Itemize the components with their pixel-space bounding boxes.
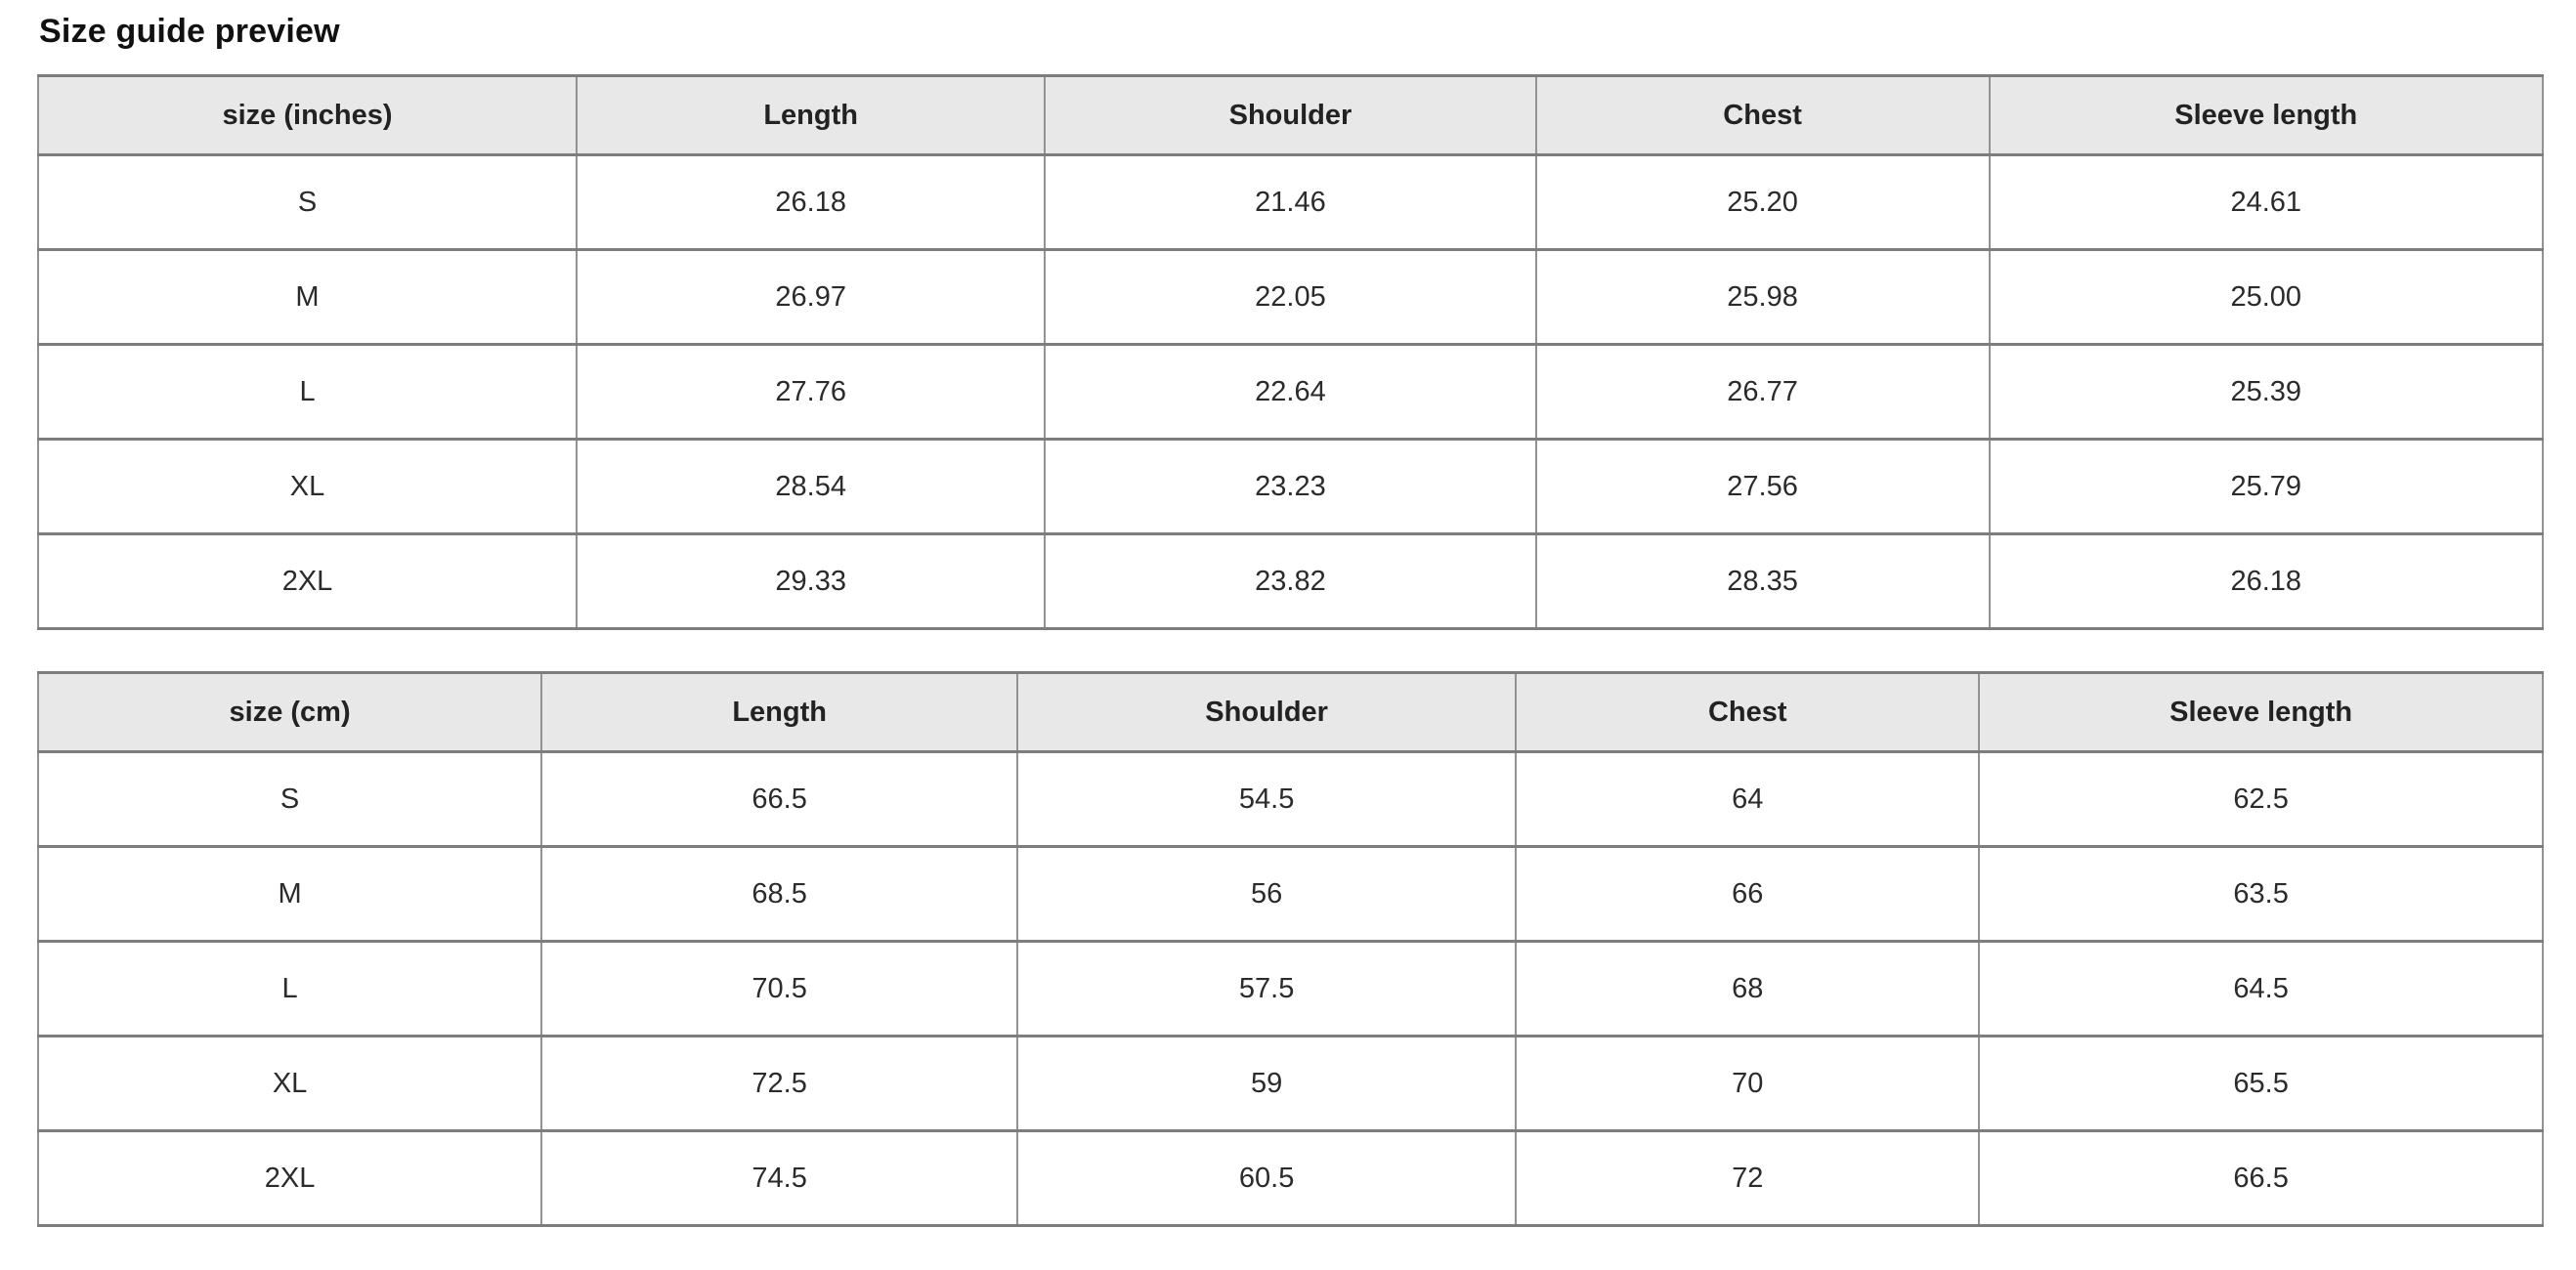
- measurement-cell: 60.5: [1016, 1129, 1518, 1227]
- table-row: L 70.5 57.5 68 64.5: [36, 940, 2544, 1037]
- measurement-cell: 26.18: [1988, 532, 2545, 630]
- measurement-cell: 72.5: [540, 1035, 1019, 1132]
- column-header: size (inches): [36, 74, 579, 156]
- size-cell: M: [36, 845, 543, 943]
- measurement-cell: 70: [1515, 1035, 1981, 1132]
- measurement-cell: 65.5: [1978, 1035, 2544, 1132]
- measurement-cell: 56: [1016, 845, 1518, 943]
- column-header: Chest: [1515, 671, 1981, 753]
- measurement-cell: 24.61: [1988, 153, 2545, 251]
- measurement-cell: 25.00: [1988, 248, 2545, 346]
- measurement-cell: 27.76: [576, 343, 1047, 441]
- measurement-cell: 66: [1515, 845, 1981, 943]
- measurement-cell: 25.20: [1534, 153, 1991, 251]
- measurement-cell: 72: [1515, 1129, 1981, 1227]
- measurement-cell: 62.5: [1978, 750, 2544, 848]
- size-cell: S: [36, 750, 543, 848]
- measurement-cell: 23.23: [1044, 438, 1537, 535]
- measurement-cell: 66.5: [1978, 1129, 2544, 1227]
- size-cell: L: [36, 940, 543, 1037]
- size-cell: S: [36, 153, 579, 251]
- column-header: Chest: [1534, 74, 1991, 156]
- measurement-cell: 64: [1515, 750, 1981, 848]
- measurement-cell: 64.5: [1978, 940, 2544, 1037]
- table-row: M 68.5 56 66 63.5: [36, 845, 2544, 943]
- column-header: Sleeve length: [1978, 671, 2544, 753]
- header-row: size (cm) Length Shoulder Chest Sleeve lengt…: [36, 671, 2544, 753]
- measurement-cell: 66.5: [540, 750, 1019, 848]
- size-cell: XL: [36, 438, 579, 535]
- size-table-cm: size (cm) Length Shoulder Chest Sleeve lengt…: [36, 671, 2544, 1227]
- column-header: Length: [540, 671, 1019, 753]
- measurement-cell: 26.77: [1534, 343, 1991, 441]
- page-title: Size guide preview: [39, 13, 340, 50]
- measurement-cell: 28.54: [576, 438, 1047, 535]
- measurement-cell: 25.39: [1988, 343, 2545, 441]
- size-cell: XL: [36, 1035, 543, 1132]
- measurement-cell: 22.64: [1044, 343, 1537, 441]
- table-row: S 66.5 54.5 64 62.5: [36, 750, 2544, 848]
- header-row: size (inches) Length Shoulder Chest Sleeve l…: [36, 74, 2545, 156]
- table-row: L 27.76 22.64 26.77 25.39: [36, 343, 2545, 441]
- measurement-cell: 23.82: [1044, 532, 1537, 630]
- size-cell: 2XL: [36, 532, 579, 630]
- column-header: Sleeve length: [1988, 74, 2545, 156]
- table-row: 2XL 74.5 60.5 72 66.5: [36, 1129, 2544, 1227]
- measurement-cell: 70.5: [540, 940, 1019, 1037]
- measurement-cell: 28.35: [1534, 532, 1991, 630]
- measurement-cell: 22.05: [1044, 248, 1537, 346]
- column-header: Shoulder: [1016, 671, 1518, 753]
- column-header: Shoulder: [1044, 74, 1537, 156]
- measurement-cell: 29.33: [576, 532, 1047, 630]
- table-row: S 26.18 21.46 25.20 24.61: [36, 153, 2545, 251]
- measurement-cell: 26.18: [576, 153, 1047, 251]
- measurement-cell: 25.98: [1534, 248, 1991, 346]
- table-row: XL 28.54 23.23 27.56 25.79: [36, 438, 2545, 535]
- measurement-cell: 25.79: [1988, 438, 2545, 535]
- size-cell: 2XL: [36, 1129, 543, 1227]
- measurement-cell: 68.5: [540, 845, 1019, 943]
- measurement-cell: 54.5: [1016, 750, 1518, 848]
- measurement-cell: 26.97: [576, 248, 1047, 346]
- size-cell: L: [36, 343, 579, 441]
- measurement-cell: 27.56: [1534, 438, 1991, 535]
- measurement-cell: 63.5: [1978, 845, 2544, 943]
- measurement-cell: 21.46: [1044, 153, 1537, 251]
- column-header: size (cm): [36, 671, 543, 753]
- table-row: M 26.97 22.05 25.98 25.00: [36, 248, 2545, 346]
- measurement-cell: 68: [1515, 940, 1981, 1037]
- column-header: Length: [576, 74, 1047, 156]
- table-row: XL 72.5 59 70 65.5: [36, 1035, 2544, 1132]
- size-cell: M: [36, 248, 579, 346]
- measurement-cell: 59: [1016, 1035, 1518, 1132]
- table-row: 2XL 29.33 23.82 28.35 26.18: [36, 532, 2545, 630]
- size-table-inches: size (inches) Length Shoulder Chest Sleeve l…: [36, 74, 2545, 630]
- measurement-cell: 57.5: [1016, 940, 1518, 1037]
- measurement-cell: 74.5: [540, 1129, 1019, 1227]
